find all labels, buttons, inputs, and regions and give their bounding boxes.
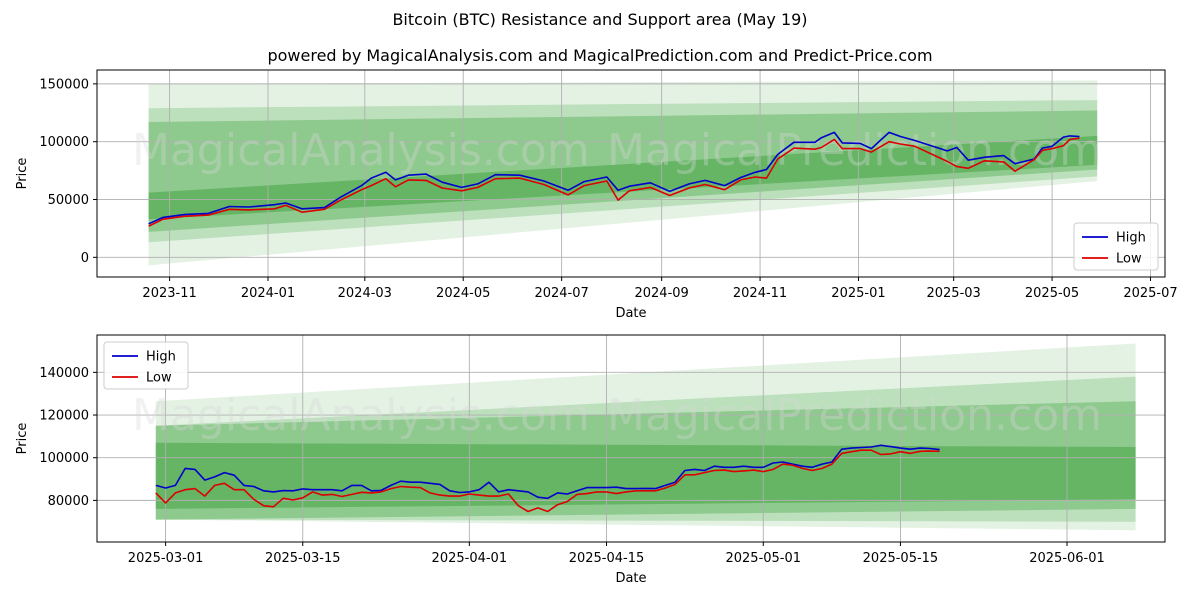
series-line-low	[155, 449, 940, 513]
plot-frame	[96, 69, 1166, 278]
series-line-high	[148, 131, 1080, 225]
legend-label-high: High	[1116, 231, 1146, 246]
x-tick-label: 2025-05-01	[725, 551, 801, 566]
chart-panel-2: MagicalAnalysis.com MagicalPrediction.com…	[15, 334, 1166, 586]
watermark-text: MagicalAnalysis.com	[132, 390, 590, 441]
y-tick-label: 100000	[39, 135, 89, 150]
series-line-high	[155, 444, 940, 500]
band-layer-2	[155, 376, 1136, 522]
y-axis-label: Price	[15, 158, 30, 190]
legend-label-high: High	[146, 350, 176, 365]
watermark-text: MagicalAnalysis.com	[132, 125, 590, 176]
y-tick-label: 140000	[39, 366, 89, 381]
chart-panel-1: MagicalAnalysis.com MagicalPrediction.com…	[15, 69, 1178, 321]
y-axis-label: Price	[15, 423, 30, 455]
x-tick-label: 2025-03-01	[128, 551, 204, 566]
series-group	[148, 131, 1080, 227]
legend-label-low: Low	[146, 371, 172, 386]
y-tick-label: 150000	[39, 77, 89, 92]
series-group	[155, 444, 940, 513]
legend-label-low: Low	[1116, 252, 1142, 267]
x-tick-label: 2025-07	[1123, 286, 1177, 301]
y-tick-label: 120000	[39, 409, 89, 424]
band-layer-3	[148, 110, 1098, 232]
x-tick-label: 2024-11	[733, 286, 787, 301]
x-tick-label: 2025-01	[831, 286, 885, 301]
chart-title: Bitcoin (BTC) Resistance and Support are…	[392, 10, 808, 29]
watermark-text: MagicalPrediction.com	[607, 390, 1102, 441]
band-layer-4	[148, 135, 1098, 220]
band-layer-1	[148, 80, 1098, 266]
band-layer-3	[155, 401, 1136, 520]
x-tick-label: 2024-09	[634, 286, 688, 301]
x-tick-label: 2025-05-15	[863, 551, 939, 566]
grid	[97, 70, 1165, 277]
plot-frame	[96, 334, 1166, 543]
x-tick-label: 2025-03	[926, 286, 980, 301]
x-tick-label: 2025-04-15	[569, 551, 645, 566]
x-tick-label: 2024-03	[338, 286, 392, 301]
x-tick-label: 2024-07	[534, 286, 588, 301]
x-axis-label: Date	[615, 571, 646, 586]
x-tick-label: 2025-03-15	[265, 551, 341, 566]
y-tick-label: 50000	[48, 193, 89, 208]
grid	[97, 335, 1165, 542]
band-layer-4	[155, 442, 1136, 509]
chart-subtitle: powered by MagicalAnalysis.com and Magic…	[267, 46, 933, 65]
x-axis-label: Date	[615, 306, 646, 321]
legend: High Low	[103, 341, 189, 390]
x-tick-label: 2024-05	[436, 286, 490, 301]
x-tick-label: 2025-05	[1025, 286, 1079, 301]
resistance-support-bands	[148, 80, 1098, 266]
band-layer-1	[155, 343, 1136, 531]
x-tick-label: 2024-01	[241, 286, 295, 301]
y-tick-label: 100000	[39, 451, 89, 466]
series-line-low	[148, 137, 1080, 227]
x-tick-label: 2025-04-01	[432, 551, 508, 566]
legend: High Low	[1073, 222, 1159, 271]
x-tick-label: 2025-06-01	[1029, 551, 1105, 566]
resistance-support-bands	[155, 343, 1136, 531]
band-layer-2	[148, 100, 1098, 243]
y-tick-label: 80000	[48, 494, 89, 509]
watermark-text: MagicalPrediction.com	[607, 125, 1102, 176]
y-tick-label: 0	[81, 251, 89, 266]
x-tick-label: 2023-11	[142, 286, 196, 301]
